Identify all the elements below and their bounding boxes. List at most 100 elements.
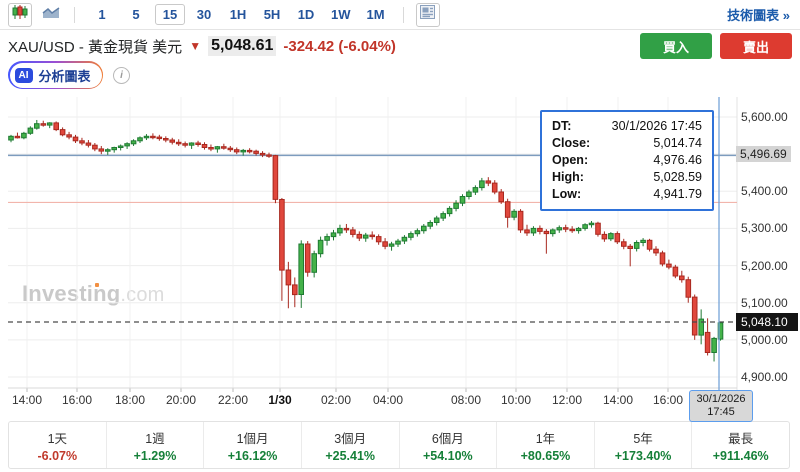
period-label: 最長 xyxy=(728,431,754,446)
timeframe-15[interactable]: 15 xyxy=(155,4,185,25)
candle xyxy=(98,148,105,152)
period-change: +911.46% xyxy=(712,448,769,463)
candle xyxy=(666,263,672,268)
timeframe-1m[interactable]: 1M xyxy=(366,7,385,22)
candle xyxy=(240,149,246,153)
y-axis-label: 5,600.00 xyxy=(741,110,788,124)
candle xyxy=(414,230,421,235)
last-price: 5,048.61 xyxy=(208,36,277,56)
period-button-5年[interactable]: 5年 +173.40% xyxy=(593,422,692,468)
y-axis-label: 5,200.00 xyxy=(741,258,788,273)
candle xyxy=(66,134,72,138)
buy-button[interactable]: 買入 xyxy=(640,33,712,59)
period-button-3個月[interactable]: 3個月 +25.41% xyxy=(300,422,399,468)
candle xyxy=(621,241,627,247)
timeframe-1h[interactable]: 1H xyxy=(229,7,247,22)
candle xyxy=(562,227,569,230)
candle xyxy=(214,146,221,150)
timeframe-1d[interactable]: 1D xyxy=(297,7,315,22)
x-axis-label: 22:00 xyxy=(217,393,249,407)
timeframe-5[interactable]: 5 xyxy=(132,7,140,22)
area-chart-type-button[interactable] xyxy=(40,4,62,26)
technical-chart-link[interactable]: 技術圖表 » xyxy=(727,8,790,23)
period-change: +173.40% xyxy=(614,448,672,463)
candle xyxy=(272,155,279,200)
timeframe-5h[interactable]: 5H xyxy=(263,7,281,22)
crosshair-date-label: 30/1/2026 17:45 xyxy=(689,390,753,422)
candle xyxy=(491,182,498,193)
period-label: 5年 xyxy=(633,431,653,446)
period-button-最長[interactable]: 最長 +911.46% xyxy=(691,422,789,468)
candlestick-icon xyxy=(12,4,28,25)
candle xyxy=(433,217,440,223)
candle xyxy=(266,154,272,157)
candle xyxy=(485,180,492,184)
candle xyxy=(659,252,666,265)
candle xyxy=(253,150,259,154)
toolbar-divider xyxy=(402,6,404,23)
candlestick-chart[interactable] xyxy=(0,92,800,394)
x-axis-label: 1/30 xyxy=(268,393,292,407)
candle xyxy=(233,149,240,153)
candle xyxy=(188,142,195,146)
candle xyxy=(317,239,324,255)
candle xyxy=(21,132,27,139)
period-change: +1.29% xyxy=(133,448,177,463)
candle xyxy=(246,149,253,153)
candle xyxy=(324,236,330,241)
candle xyxy=(79,140,85,144)
news-panel-button[interactable] xyxy=(415,2,440,27)
period-label: 3個月 xyxy=(334,431,367,446)
ohlc-tooltip: DT: 30/1/2026 17:45 Close: 5,014.74 Open: 4… xyxy=(540,110,714,211)
ai-badge-icon: AI xyxy=(14,67,33,83)
period-button-1年[interactable]: 1年 +80.65% xyxy=(496,422,594,468)
y-axis-label: 4,900.00 xyxy=(741,370,788,384)
sell-button[interactable]: 賣出 xyxy=(720,33,792,59)
level-price-axis-label: 5,496.69 xyxy=(736,146,791,163)
candle xyxy=(59,129,66,136)
candle xyxy=(14,135,21,139)
period-button-6個月[interactable]: 6個月 +54.10% xyxy=(398,422,497,468)
candle xyxy=(582,224,588,229)
candle xyxy=(453,202,459,209)
y-axis-label: 5,300.00 xyxy=(741,221,788,236)
candle xyxy=(537,227,543,232)
candle xyxy=(421,225,427,232)
period-change: +25.41% xyxy=(325,448,376,463)
period-label: 1年 xyxy=(535,431,556,446)
candle xyxy=(517,210,524,231)
info-icon[interactable]: i xyxy=(113,66,131,84)
ai-analysis-button[interactable]: AI 分析圖表 xyxy=(8,61,104,89)
candle xyxy=(208,147,214,150)
candle xyxy=(182,143,188,146)
timeframe-1[interactable]: 1 xyxy=(98,7,106,22)
candle xyxy=(440,213,446,219)
period-button-1週[interactable]: 1週 +1.29% xyxy=(105,422,204,468)
candle xyxy=(285,269,292,286)
timeframe-30[interactable]: 30 xyxy=(196,7,212,22)
candle xyxy=(72,136,79,142)
candle xyxy=(575,227,582,232)
candle xyxy=(337,227,343,234)
candlestick-chart-type-button[interactable] xyxy=(8,2,32,27)
watermark-brand: Investing xyxy=(22,281,121,306)
period-change: +16.12% xyxy=(227,448,278,463)
candle xyxy=(472,187,479,193)
candle xyxy=(543,230,550,235)
ai-analysis-row: AI 分析圖表 i xyxy=(8,61,131,89)
period-button-1個月[interactable]: 1個月 +16.12% xyxy=(203,422,301,468)
candle xyxy=(156,136,163,140)
candle xyxy=(556,227,563,231)
candle xyxy=(498,191,504,203)
candle xyxy=(511,210,517,218)
timeframe-1w[interactable]: 1W xyxy=(331,7,351,22)
candle xyxy=(105,149,111,152)
period-button-1天[interactable]: 1天 -6.07% xyxy=(9,422,106,468)
candle xyxy=(466,191,472,197)
toolbar-divider xyxy=(74,6,75,23)
candle xyxy=(117,145,124,148)
candle xyxy=(459,196,466,204)
period-change: +54.10% xyxy=(422,448,473,463)
x-axis-label: 14:00 xyxy=(602,393,634,407)
candle xyxy=(717,322,724,340)
